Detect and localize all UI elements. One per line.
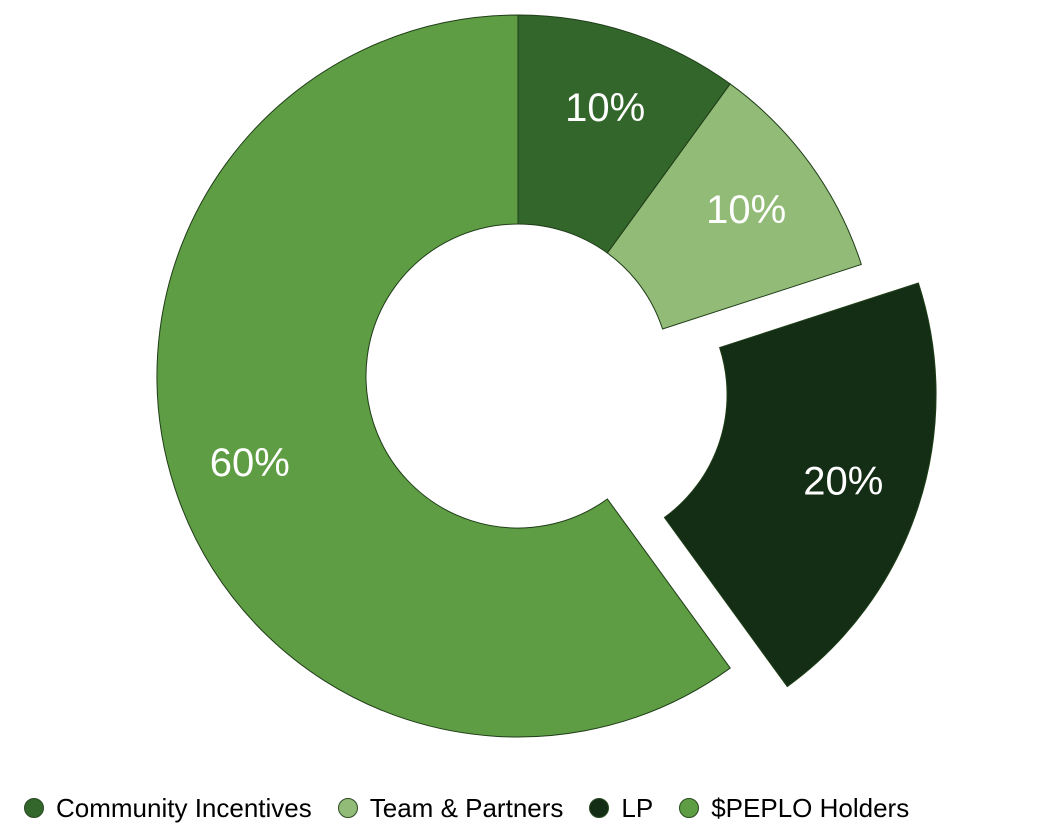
legend-label-peplo-holders: $PEPLO Holders — [711, 792, 910, 823]
legend-label-team-partners: Team & Partners — [369, 792, 564, 823]
legend-label-community-incentives: Community Incentives — [56, 792, 312, 823]
legend-item-community-incentives: Community Incentives — [24, 793, 312, 824]
legend-swatch-lp — [589, 798, 610, 818]
chart-legend: Community Incentives Team & Partners LP … — [24, 788, 935, 828]
slice-community-incentives — [517, 14, 731, 254]
legend-swatch-peplo-holders — [679, 798, 700, 818]
legend-item-team-partners: Team & Partners — [337, 792, 564, 824]
legend-item-lp: LP — [589, 793, 653, 824]
slice-lp — [663, 282, 937, 688]
slice-label-community-incentives: 10% — [565, 86, 645, 130]
slice-label-team-partners: 10% — [706, 188, 786, 232]
slice-label-peplo-holders: 60% — [210, 441, 290, 485]
legend-label-lp: LP — [621, 792, 654, 823]
slice-team-partners — [606, 83, 862, 330]
donut-chart: 10% 10% 20% 60% — [156, 14, 937, 738]
slice-peplo-holders — [156, 14, 731, 738]
legend-swatch-community-incentives — [24, 798, 44, 818]
legend-item-peplo-holders: $PEPLO Holders — [679, 793, 909, 824]
legend-swatch-team-partners — [337, 798, 358, 818]
slice-label-lp: 20% — [803, 460, 883, 504]
